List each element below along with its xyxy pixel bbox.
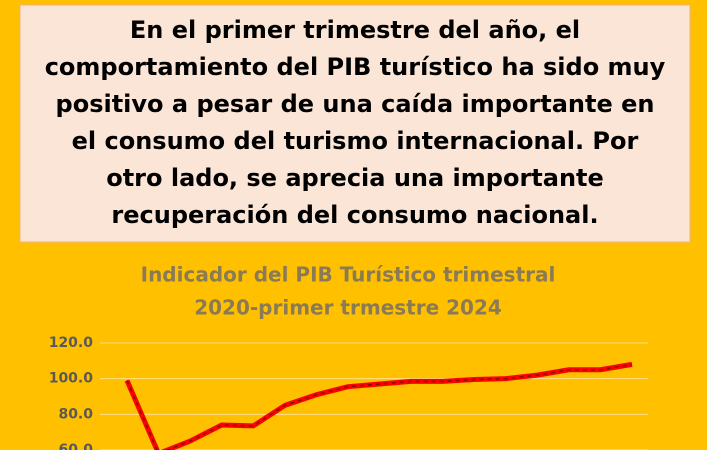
y-tick-label: 100.0 <box>49 371 94 387</box>
line-dash <box>126 363 633 450</box>
chart-title: 2020-primer trmestre 2024 <box>194 296 502 320</box>
annotation-line: positivo a pesar de una caída importante… <box>56 90 655 118</box>
chart-title: Indicador del PIB Turístico trimestral <box>141 263 556 287</box>
line <box>124 361 633 450</box>
annotation-line: En el primer trimestre del año, el <box>130 16 580 44</box>
annotation-line: otro lado, se aprecia una importante <box>106 164 604 192</box>
annotation-line: comportamiento del PIB turístico ha sido… <box>45 53 666 81</box>
annotation-line: recuperación del consumo nacional. <box>111 201 598 229</box>
text-box <box>19 4 691 243</box>
y-tick-label: 120.0 <box>49 335 94 351</box>
y-tick-label: 80.0 <box>58 406 93 422</box>
y-tick-label: 60.0 <box>58 442 93 450</box>
annotation-line: el consumo del turismo internacional. Po… <box>72 127 639 155</box>
